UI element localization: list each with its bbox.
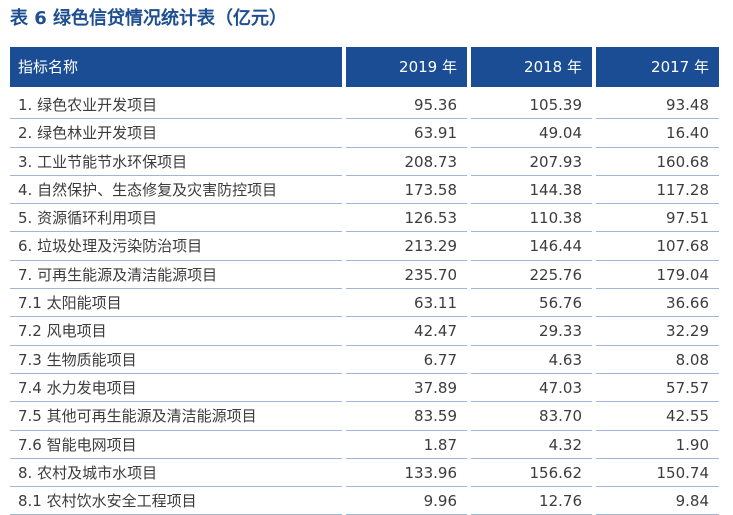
- cell-indicator-name: 8. 农村及城市水项目: [10, 459, 342, 488]
- cell-value-2019: 133.96: [346, 459, 467, 488]
- cell-value-2019: 37.89: [346, 374, 467, 403]
- cell-value-2017: 107.68: [596, 232, 719, 261]
- cell-indicator-name: 6. 垃圾处理及污染防治项目: [10, 232, 342, 261]
- cell-value-2019: 83.59: [346, 402, 467, 431]
- cell-value-2017: 179.04: [596, 261, 719, 290]
- header-indicator-name: 指标名称: [10, 47, 342, 87]
- cell-value-2019: 1.87: [346, 431, 467, 459]
- cell-indicator-name: 7.6 智能电网项目: [10, 431, 342, 459]
- table-row: 7.6 智能电网项目 1.87 4.32 1.90: [10, 431, 719, 459]
- table-row: 7.1 太阳能项目 63.11 56.76 36.66: [10, 289, 719, 318]
- cell-value-2017: 42.55: [596, 402, 719, 431]
- table-row: 6. 垃圾处理及污染防治项目 213.29 146.44 107.68: [10, 232, 719, 261]
- cell-value-2018: 4.32: [471, 431, 592, 459]
- cell-value-2019: 63.91: [346, 119, 467, 148]
- cell-value-2017: 93.48: [596, 91, 719, 120]
- table-row: 8.1 农村饮水安全工程项目 9.96 12.76 9.84: [10, 487, 719, 515]
- cell-value-2018: 49.04: [471, 119, 592, 148]
- header-year-2017: 2017 年: [596, 47, 719, 87]
- cell-indicator-name: 7.2 风电项目: [10, 317, 342, 346]
- cell-value-2017: 1.90: [596, 431, 719, 459]
- cell-indicator-name: 4. 自然保护、生态修复及灾害防控项目: [10, 176, 342, 205]
- cell-value-2018: 146.44: [471, 232, 592, 261]
- cell-value-2017: 32.29: [596, 317, 719, 346]
- table-row: 7. 可再生能源及清洁能源项目 235.70 225.76 179.04: [10, 261, 719, 290]
- cell-value-2018: 144.38: [471, 176, 592, 205]
- cell-value-2017: 97.51: [596, 204, 719, 233]
- cell-indicator-name: 7.5 其他可再生能源及清洁能源项目: [10, 402, 342, 431]
- table-row: 8. 农村及城市水项目 133.96 156.62 150.74: [10, 459, 719, 488]
- header-year-2018: 2018 年: [471, 47, 592, 87]
- table-row: 5. 资源循环利用项目 126.53 110.38 97.51: [10, 204, 719, 233]
- table-title: 表 6 绿色信贷情况统计表（亿元）: [10, 8, 288, 29]
- cell-value-2018: 207.93: [471, 148, 592, 176]
- cell-value-2018: 225.76: [471, 261, 592, 290]
- cell-value-2018: 4.63: [471, 346, 592, 374]
- cell-value-2018: 110.38: [471, 204, 592, 233]
- cell-indicator-name: 7.4 水力发电项目: [10, 374, 342, 403]
- cell-value-2018: 156.62: [471, 459, 592, 488]
- cell-value-2018: 29.33: [471, 317, 592, 346]
- cell-indicator-name: 2. 绿色林业开发项目: [10, 119, 342, 148]
- table-row: 7.3 生物质能项目 6.77 4.63 8.08: [10, 346, 719, 374]
- cell-value-2019: 9.96: [346, 487, 467, 515]
- header-year-2019: 2019 年: [346, 47, 467, 87]
- cell-indicator-name: 7.3 生物质能项目: [10, 346, 342, 374]
- cell-value-2019: 213.29: [346, 232, 467, 261]
- cell-indicator-name: 8.1 农村饮水安全工程项目: [10, 487, 342, 515]
- cell-value-2019: 95.36: [346, 91, 467, 120]
- table-header-row: 指标名称 2019 年 2018 年 2017 年: [10, 47, 719, 87]
- cell-value-2017: 57.57: [596, 374, 719, 403]
- cell-value-2017: 8.08: [596, 346, 719, 374]
- table-row: 4. 自然保护、生态修复及灾害防控项目 173.58 144.38 117.28: [10, 176, 719, 205]
- cell-value-2018: 47.03: [471, 374, 592, 403]
- table-row: 7.5 其他可再生能源及清洁能源项目 83.59 83.70 42.55: [10, 402, 719, 431]
- cell-value-2017: 9.84: [596, 487, 719, 515]
- cell-value-2017: 160.68: [596, 148, 719, 176]
- table-body: 1. 绿色农业开发项目 95.36 105.39 93.48 2. 绿色林业开发项目 63…: [10, 91, 719, 515]
- cell-value-2017: 117.28: [596, 176, 719, 205]
- cell-value-2018: 105.39: [471, 91, 592, 120]
- cell-value-2019: 63.11: [346, 289, 467, 318]
- table-row: 3. 工业节能节水环保项目 208.73 207.93 160.68: [10, 148, 719, 176]
- cell-value-2018: 83.70: [471, 402, 592, 431]
- cell-value-2017: 16.40: [596, 119, 719, 148]
- cell-value-2017: 150.74: [596, 459, 719, 488]
- cell-indicator-name: 5. 资源循环利用项目: [10, 204, 342, 233]
- cell-value-2019: 42.47: [346, 317, 467, 346]
- table-row: 7.4 水力发电项目 37.89 47.03 57.57: [10, 374, 719, 403]
- cell-indicator-name: 7.1 太阳能项目: [10, 289, 342, 318]
- cell-value-2018: 56.76: [471, 289, 592, 318]
- cell-indicator-name: 1. 绿色农业开发项目: [10, 91, 342, 120]
- cell-value-2019: 126.53: [346, 204, 467, 233]
- cell-value-2017: 36.66: [596, 289, 719, 318]
- cell-indicator-name: 3. 工业节能节水环保项目: [10, 148, 342, 176]
- green-credit-table: 指标名称 2019 年 2018 年 2017 年 1. 绿色农业开发项目 95.…: [10, 47, 719, 515]
- table-row: 1. 绿色农业开发项目 95.36 105.39 93.48: [10, 91, 719, 120]
- cell-value-2019: 235.70: [346, 261, 467, 290]
- cell-value-2018: 12.76: [471, 487, 592, 515]
- table-row: 2. 绿色林业开发项目 63.91 49.04 16.40: [10, 119, 719, 148]
- cell-value-2019: 208.73: [346, 148, 467, 176]
- cell-value-2019: 6.77: [346, 346, 467, 374]
- cell-value-2019: 173.58: [346, 176, 467, 205]
- cell-indicator-name: 7. 可再生能源及清洁能源项目: [10, 261, 342, 290]
- table-row: 7.2 风电项目 42.47 29.33 32.29: [10, 317, 719, 346]
